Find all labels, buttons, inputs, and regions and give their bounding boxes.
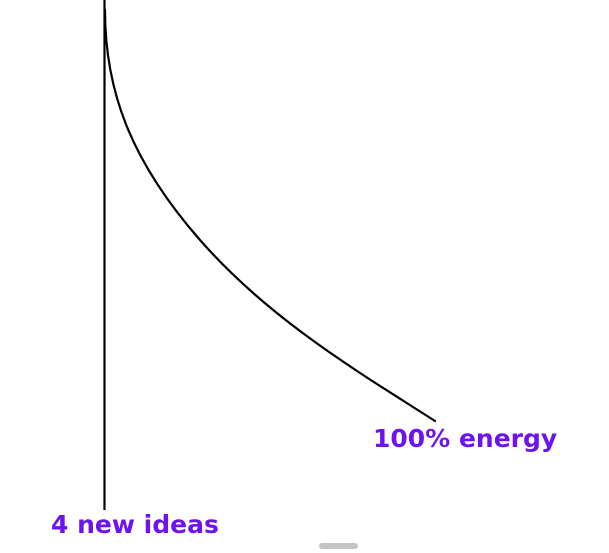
energy-label: 100% energy <box>373 424 558 453</box>
scroll-handle[interactable] <box>319 543 358 549</box>
ideas-label: 4 new ideas <box>51 510 219 539</box>
decay-curve <box>103 8 437 423</box>
